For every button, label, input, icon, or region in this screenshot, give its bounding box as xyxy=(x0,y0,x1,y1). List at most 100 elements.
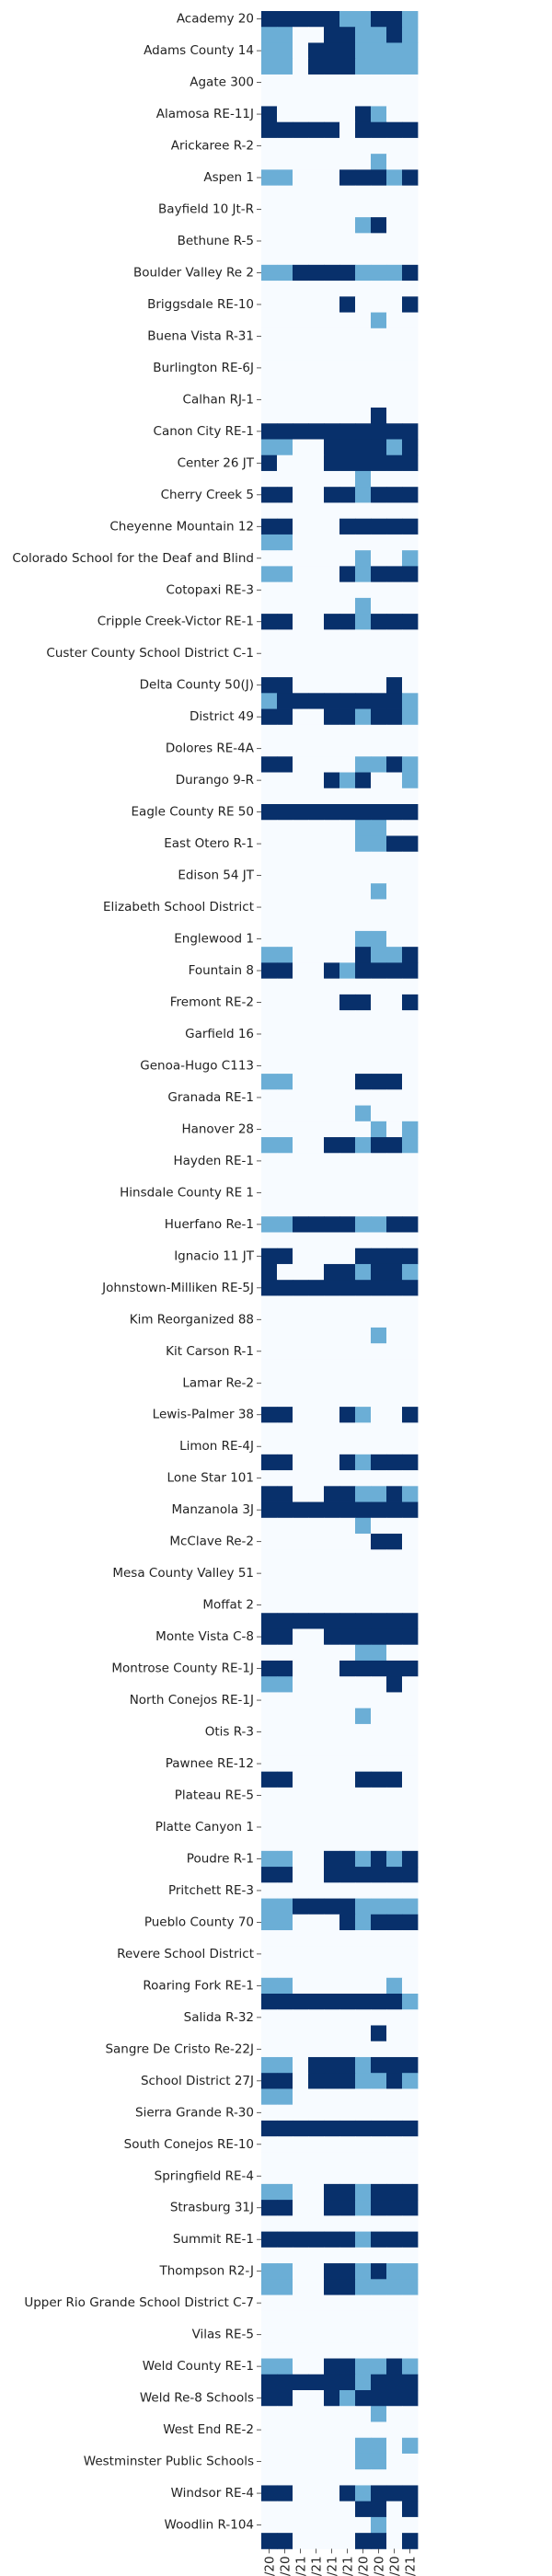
heatmap-cell xyxy=(293,1295,309,1313)
heatmap-cell xyxy=(308,1486,325,1502)
heatmap-cell xyxy=(277,772,293,789)
heatmap-cell xyxy=(324,962,340,980)
heatmap-cell xyxy=(355,724,372,742)
heatmap-cell xyxy=(277,1850,293,1868)
heatmap-cell xyxy=(402,470,419,488)
heatmap-cell xyxy=(402,2501,419,2518)
heatmap-cell xyxy=(324,137,340,155)
heatmap-cell xyxy=(293,408,309,424)
heatmap-cell xyxy=(355,741,372,757)
heatmap-cell xyxy=(339,1057,356,1075)
heatmap-cell xyxy=(371,248,387,266)
heatmap-cell xyxy=(324,677,340,694)
heatmap-cell xyxy=(355,2056,372,2074)
row-label: Strasburg 31J xyxy=(170,2201,254,2215)
heatmap-cell xyxy=(386,1628,403,1646)
heatmap-cell xyxy=(277,408,293,424)
heatmap-cell xyxy=(324,867,340,884)
heatmap-cell xyxy=(293,661,309,678)
heatmap-cell xyxy=(402,27,419,43)
heatmap-cell xyxy=(261,1501,278,1519)
heatmap-cell xyxy=(402,1343,419,1360)
heatmap-cell xyxy=(386,978,403,995)
heatmap-cell xyxy=(386,1168,403,1186)
heatmap-cell xyxy=(324,566,340,583)
heatmap-cell xyxy=(293,1422,309,1439)
heatmap-cell xyxy=(339,629,356,646)
heatmap-cell xyxy=(402,233,419,249)
heatmap-cell xyxy=(261,1755,278,1773)
heatmap-cell xyxy=(355,2041,372,2058)
heatmap-cell xyxy=(339,1692,356,1709)
heatmap-cell xyxy=(355,661,372,678)
heatmap-cell xyxy=(371,2327,387,2343)
heatmap-cell xyxy=(371,1803,387,1820)
heatmap-cell xyxy=(371,2231,387,2248)
heatmap-cell xyxy=(371,1089,387,1106)
heatmap-cell xyxy=(355,914,372,932)
heatmap-cell xyxy=(386,2215,403,2232)
heatmap-cell xyxy=(339,1961,356,1979)
heatmap-cell xyxy=(324,502,340,520)
heatmap-cell xyxy=(371,90,387,107)
column-label: 2/1/21 xyxy=(341,2556,356,2576)
heatmap-cell xyxy=(293,2342,309,2359)
heatmap-cell xyxy=(339,1201,356,1217)
heatmap-cell xyxy=(402,930,419,948)
heatmap-cell xyxy=(261,724,278,742)
heatmap-cell xyxy=(402,772,419,789)
heatmap-cell xyxy=(339,2294,356,2312)
heatmap-cell xyxy=(308,1676,325,1693)
heatmap-cell xyxy=(371,788,387,805)
heatmap-cell xyxy=(277,154,293,170)
heatmap-cell xyxy=(386,360,403,376)
heatmap-cell xyxy=(293,1771,309,1788)
heatmap-cell xyxy=(308,2104,325,2122)
heatmap-cell xyxy=(324,2056,340,2074)
heatmap-cell xyxy=(293,788,309,805)
heatmap-cell xyxy=(339,1771,356,1788)
heatmap-cell xyxy=(308,708,325,726)
heatmap-cell xyxy=(371,962,387,980)
heatmap-cell xyxy=(308,1946,325,1962)
heatmap-cell xyxy=(277,2485,293,2502)
heatmap-cell xyxy=(277,2453,293,2470)
heatmap-cell xyxy=(293,772,309,789)
heatmap-cell xyxy=(386,2152,403,2169)
heatmap-cell xyxy=(277,741,293,757)
row-label: Hanover 28 xyxy=(181,1121,254,1136)
heatmap-cell xyxy=(277,1834,293,1852)
heatmap-cell xyxy=(371,2342,387,2359)
heatmap-cell xyxy=(339,1930,356,1947)
heatmap-cell xyxy=(261,344,278,361)
heatmap-cell xyxy=(261,42,278,60)
heatmap-cell xyxy=(293,978,309,995)
heatmap-cell xyxy=(324,1787,340,1804)
heatmap-cell xyxy=(402,899,419,916)
heatmap-cell xyxy=(386,2263,403,2280)
row-label: Limon RE-4J xyxy=(179,1439,254,1454)
heatmap-cell xyxy=(261,788,278,805)
heatmap-cell xyxy=(277,217,293,234)
heatmap-cell xyxy=(386,1660,403,1677)
heatmap-cell xyxy=(277,233,293,249)
heatmap-cell xyxy=(277,1343,293,1360)
heatmap-cell xyxy=(277,2390,293,2407)
heatmap-cell xyxy=(386,1026,403,1042)
heatmap-cell xyxy=(261,2533,278,2549)
heatmap-cell xyxy=(402,1517,419,1535)
heatmap-cell xyxy=(308,27,325,43)
heatmap-cell xyxy=(308,1454,325,1471)
heatmap-cell xyxy=(386,328,403,345)
heatmap-cell xyxy=(402,439,419,456)
heatmap-cell xyxy=(261,1153,278,1169)
heatmap-cell xyxy=(339,1486,356,1502)
heatmap-cell xyxy=(402,296,419,313)
heatmap-cell xyxy=(402,835,419,853)
heatmap-cell xyxy=(324,661,340,678)
heatmap-cell xyxy=(324,1597,340,1614)
heatmap-cell xyxy=(277,1422,293,1439)
row-label: Otis R-3 xyxy=(205,1725,254,1740)
heatmap-cell xyxy=(402,1359,419,1376)
